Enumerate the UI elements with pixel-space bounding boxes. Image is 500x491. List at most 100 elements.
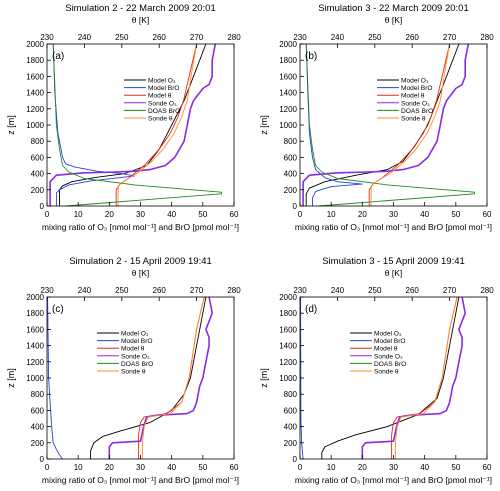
x2-tick-label: 240	[331, 286, 345, 295]
x-tick-label: 10	[327, 463, 336, 472]
y-tick-label: 200	[31, 439, 45, 448]
legend-entry: Model θ	[401, 93, 425, 100]
x-tick-label: 60	[483, 210, 492, 219]
x-axis-label: mixing ratio of O₃ [nmol mol⁻¹] and BrO …	[42, 475, 239, 485]
y-tick-label: 1800	[26, 309, 44, 318]
x-tick-label: 60	[230, 210, 239, 219]
x2-tick-label: 250	[368, 286, 382, 295]
y-tick-label: 1800	[26, 56, 44, 65]
legend-entry: DOAS BrO	[121, 361, 153, 368]
x-tick-label: 50	[451, 210, 460, 219]
chart-panel-2: Simulation 3 - 22 March 2009 20:01θ [K] 0…	[259, 3, 494, 232]
chart-panel-3: Simulation 2 - 15 April 2009 19:41θ [K] 0…	[6, 256, 241, 485]
y-tick-label: 1200	[26, 358, 44, 367]
x2-tick-label: 280	[227, 33, 241, 42]
top-axis-label: θ [K]	[132, 268, 149, 278]
x2-tick-label: 230	[293, 286, 307, 295]
y-tick-label: 400	[31, 170, 45, 179]
x-tick-label: 50	[198, 463, 207, 472]
chart-panel-4: Simulation 3 - 15 April 2009 19:41θ [K] 0…	[259, 256, 494, 485]
x2-tick-label: 270	[443, 33, 457, 42]
x2-tick-label: 230	[40, 33, 54, 42]
x-tick-label: 20	[358, 210, 367, 219]
x-tick-label: 0	[298, 463, 303, 472]
plot-frame	[46, 43, 235, 207]
chart-title: Simulation 2 - 15 April 2009 19:41	[69, 256, 212, 267]
y-tick-label: 2000	[279, 293, 297, 302]
x2-tick-label: 250	[368, 33, 382, 42]
legend-entry: Sonde θ	[148, 116, 173, 123]
series-line-4	[52, 43, 222, 207]
y-tick-label: 2000	[279, 40, 297, 49]
y-tick-label: 2000	[26, 40, 44, 49]
x2-tick-label: 280	[480, 33, 494, 42]
series-group	[300, 296, 466, 460]
y-axis-label: z [m]	[259, 368, 269, 388]
series-line-1	[305, 43, 363, 206]
x-tick-label: 0	[45, 210, 50, 219]
y-tick-label: 1400	[279, 89, 297, 98]
y-tick-label: 1600	[279, 72, 297, 81]
legend-entry: Model θ	[374, 346, 398, 353]
y-tick-label: 1000	[26, 121, 44, 130]
series-line-1	[52, 43, 135, 206]
x2-tick-label: 260	[153, 33, 167, 42]
x-axis-label: mixing ratio of O₃ [nmol mol⁻¹] and BrO …	[295, 222, 492, 232]
legend-entry: DOAS BrO	[401, 108, 433, 115]
legend-entry: Sonde O₃	[121, 353, 150, 360]
x-tick-label: 20	[105, 463, 114, 472]
y-tick-label: 1400	[279, 342, 297, 351]
x-tick-label: 40	[420, 210, 429, 219]
y-tick-label: 1200	[279, 358, 297, 367]
legend-entry: Model BrO	[401, 85, 433, 92]
y-tick-label: 1800	[279, 56, 297, 65]
y-tick-label: 0	[40, 455, 45, 464]
series-line-1	[47, 296, 63, 460]
series-line-1	[300, 296, 304, 460]
y-tick-label: 600	[284, 153, 298, 162]
y-tick-label: 800	[284, 137, 298, 146]
legend-entry: Model BrO	[374, 338, 406, 345]
y-tick-label: 400	[31, 423, 45, 432]
y-tick-label: 1800	[279, 309, 297, 318]
series-group	[302, 43, 475, 207]
x-tick-label: 10	[327, 210, 336, 219]
series-line-3	[49, 43, 217, 206]
x-axis-label: mixing ratio of O₃ [nmol mol⁻¹] and BrO …	[295, 475, 492, 485]
x2-tick-label: 240	[78, 286, 92, 295]
legend-entry: Model O₃	[148, 78, 176, 85]
x2-tick-label: 280	[227, 286, 241, 295]
x2-tick-label: 270	[190, 33, 204, 42]
series-line-2	[391, 296, 458, 459]
plot-frame	[299, 296, 488, 460]
y-tick-label: 200	[284, 186, 298, 195]
x-tick-label: 10	[74, 210, 83, 219]
x-tick-label: 10	[74, 463, 83, 472]
legend-entry: Sonde θ	[121, 369, 146, 376]
legend-entry: Model O₃	[401, 78, 429, 85]
series-line-3	[302, 43, 470, 206]
x-tick-label: 20	[358, 463, 367, 472]
series-group	[47, 296, 213, 460]
x2-tick-label: 240	[78, 33, 92, 42]
y-axis-label: z [m]	[6, 115, 16, 135]
plot-frame	[299, 43, 488, 207]
series-line-0	[321, 296, 460, 459]
x2-tick-label: 260	[153, 286, 167, 295]
plot-frame	[46, 296, 235, 460]
x-tick-label: 0	[298, 210, 303, 219]
y-tick-label: 1000	[26, 374, 44, 383]
x-tick-label: 30	[389, 210, 398, 219]
y-tick-label: 1000	[279, 374, 297, 383]
series-line-0	[90, 296, 207, 459]
x-tick-label: 60	[230, 463, 239, 472]
panel-label: (c)	[52, 304, 64, 315]
y-tick-label: 1200	[26, 105, 44, 114]
y-tick-label: 200	[31, 186, 45, 195]
y-axis-label: z [m]	[259, 115, 269, 135]
y-tick-label: 1000	[279, 121, 297, 130]
